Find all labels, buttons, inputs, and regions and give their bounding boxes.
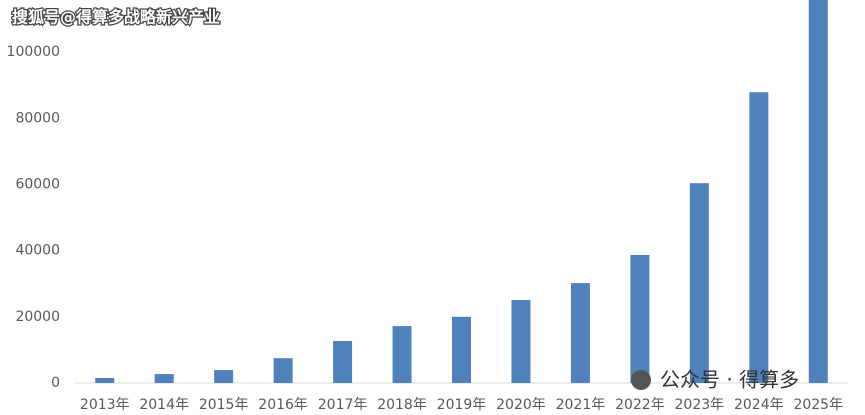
bar	[214, 370, 234, 383]
bar	[154, 374, 174, 383]
y-tick-label: 40000	[15, 243, 60, 259]
bar	[630, 254, 650, 383]
x-tick-label: 2016年	[258, 397, 308, 413]
y-tick-label: 0	[51, 375, 60, 391]
y-tick-label: 100000	[7, 44, 60, 60]
bar	[452, 316, 471, 383]
bar	[95, 378, 115, 383]
bar	[511, 299, 531, 383]
x-tick-label: 2023年	[675, 397, 725, 413]
x-tick-label: 2022年	[615, 397, 665, 413]
watermark: 搜狐号@得算多战略新兴产业	[12, 8, 220, 27]
plot: 0 20000 40000 60000 80000 100000 2013年 2014年 201…	[7, 0, 843, 413]
bar	[749, 92, 769, 383]
bar	[808, 0, 828, 383]
x-tick-label: 2025年	[793, 397, 843, 413]
bar	[392, 326, 412, 383]
y-tick-label: 20000	[15, 309, 60, 325]
x-tick-label: 2013年	[80, 397, 130, 413]
x-tick-label: 2018年	[377, 397, 427, 413]
x-tick-label: 2019年	[437, 397, 487, 413]
x-tick-label: 2017年	[318, 397, 368, 413]
x-tick-label: 2021年	[556, 397, 606, 413]
bar	[273, 358, 293, 383]
x-tick-label: 2014年	[139, 397, 189, 413]
bar	[570, 283, 590, 383]
y-tick-label: 80000	[15, 110, 60, 126]
bar	[689, 183, 709, 383]
x-tick-label: 2015年	[199, 397, 249, 413]
credit: 公众号 · 得算多	[660, 368, 799, 392]
x-tick-label: 2024年	[734, 397, 784, 413]
bar	[333, 340, 353, 383]
wechat-icon	[631, 370, 651, 390]
x-tick-label: 2020年	[496, 397, 546, 413]
y-tick-label: 60000	[15, 177, 60, 193]
